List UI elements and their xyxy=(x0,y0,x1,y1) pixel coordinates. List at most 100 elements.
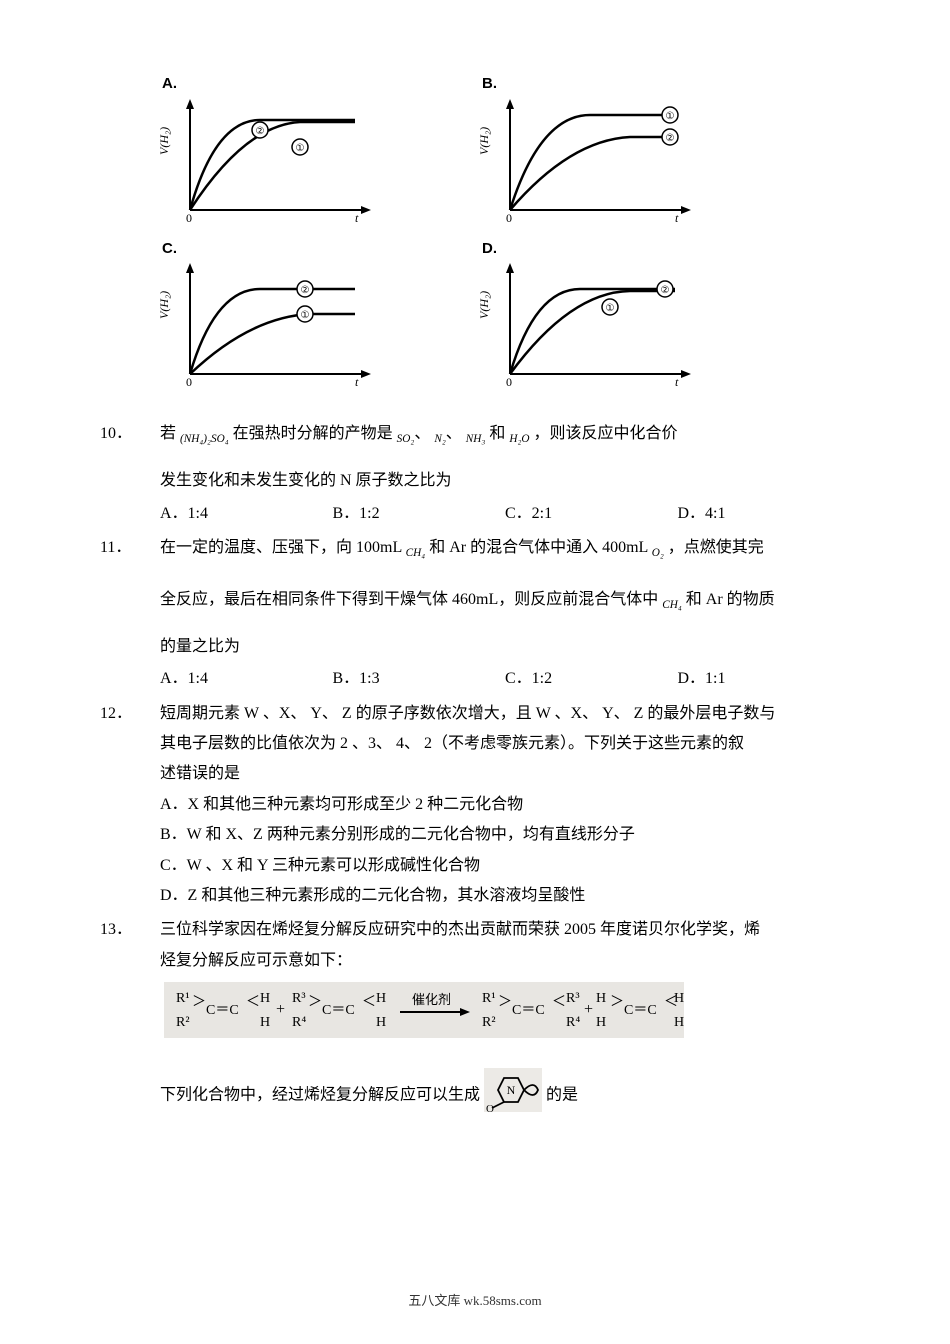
svg-text:＜: ＜ xyxy=(362,995,376,1010)
svg-text:＞: ＞ xyxy=(498,995,512,1010)
svg-text:0: 0 xyxy=(186,211,192,225)
chart-svg-C: V(H₂) 0 t ② ① xyxy=(160,259,380,389)
svg-text:H: H xyxy=(596,991,606,1006)
q11-num: 11． xyxy=(100,533,160,563)
chart-grid: A. V(H₂) 0 t ② ① B. V(H₂) 0 t xyxy=(160,70,760,389)
svg-text:②: ② xyxy=(256,126,265,137)
svg-text:R²: R² xyxy=(482,1015,496,1030)
svg-text:R³: R³ xyxy=(566,991,580,1006)
svg-text:H: H xyxy=(596,1015,606,1030)
q10-line2: 发生变化和未发生变化的 N 原子数之比为 xyxy=(160,466,850,496)
svg-text:R¹: R¹ xyxy=(482,991,496,1006)
chart-cell-C: C. V(H₂) 0 t ② ① xyxy=(160,235,440,390)
svg-text:C＝C: C＝C xyxy=(624,1003,657,1018)
q10-f4: NH₃ xyxy=(466,433,486,445)
q12-optA: A．X 和其他三种元素均可形成至少 2 种二元化合物 xyxy=(160,790,850,820)
q10-f5: H₂O xyxy=(509,433,529,445)
svg-text:N: N xyxy=(507,1083,516,1097)
q10-optD: D．4:1 xyxy=(678,499,851,529)
svg-text:①: ① xyxy=(301,310,310,321)
svg-text:C＝C: C＝C xyxy=(512,1003,545,1018)
svg-text:0: 0 xyxy=(506,211,512,225)
q11-t2: 和 Ar 的混合气体中通入 400mL xyxy=(429,539,648,556)
q11-line1: 在一定的温度、压强下，向 100mL CH₄ 和 Ar 的混合气体中通入 400… xyxy=(160,533,850,564)
svg-text:＜: ＜ xyxy=(552,995,566,1010)
svg-text:H: H xyxy=(376,991,386,1006)
q10-f2: SO₂ xyxy=(397,433,415,445)
q12-optC: C．W 、X 和 Y 三种元素可以形成碱性化合物 xyxy=(160,851,850,881)
svg-text:t: t xyxy=(675,375,679,389)
q10-optB: B．1:2 xyxy=(333,499,506,529)
product-structure-icon: N O xyxy=(484,1068,542,1123)
svg-text:V(H₂): V(H₂) xyxy=(160,291,171,319)
svg-text:R²: R² xyxy=(176,1015,190,1030)
chart-svg-D: V(H₂) 0 t ② ① xyxy=(480,259,700,389)
q11-f3: CH₄ xyxy=(662,599,682,611)
q12-num: 12． xyxy=(100,699,160,729)
q11-line2: 全反应，最后在相同条件下得到干燥气体 460mL，则反应前混合气体中 CH₄ 和… xyxy=(160,585,850,616)
svg-text:②: ② xyxy=(661,285,670,296)
svg-text:①: ① xyxy=(606,303,615,314)
svg-text:＞: ＞ xyxy=(610,995,624,1010)
svg-text:+: + xyxy=(276,1001,285,1018)
svg-text:H: H xyxy=(260,991,270,1006)
q10-optC: C．2:1 xyxy=(505,499,678,529)
q10-num: 10． xyxy=(100,419,160,449)
q13-line2: 烃复分解反应可示意如下： xyxy=(160,946,850,976)
q12-line3: 述错误的是 xyxy=(160,759,850,789)
svg-text:V(H₂): V(H₂) xyxy=(480,126,491,154)
chart-cell-A: A. V(H₂) 0 t ② ① xyxy=(160,70,440,225)
q11-l2b: 和 Ar 的物质 xyxy=(686,591,775,608)
q12-optD: D．Z 和其他三种元素形成的二元化合物，其水溶液均呈酸性 xyxy=(160,881,850,911)
q13-line1: 三位科学家因在烯烃复分解反应研究中的杰出贡献而荣获 2005 年度诺贝尔化学奖，… xyxy=(160,915,850,945)
q13-l3b: 的是 xyxy=(546,1086,578,1103)
q10-s2: 、 xyxy=(446,425,462,442)
q10-t3: ，则该反应中化合价 xyxy=(534,425,678,442)
q11-optB: B．1:3 xyxy=(333,664,506,694)
q12-optB: B．W 和 X、Z 两种元素分别形成的二元化合物中，均有直线形分子 xyxy=(160,820,850,850)
question-11: 11． 在一定的温度、压强下，向 100mL CH₄ 和 Ar 的混合气体中通入… xyxy=(100,533,850,695)
chart-cell-B: B. V(H₂) 0 t ① ② xyxy=(480,70,760,225)
chart-cell-D: D. V(H₂) 0 t ② ① xyxy=(480,235,760,390)
svg-text:V(H₂): V(H₂) xyxy=(480,291,491,319)
q10-t2: 在强热时分解的产物是 xyxy=(233,425,393,442)
svg-text:H: H xyxy=(674,991,684,1006)
page-footer: 五八文库 wk.58sms.com xyxy=(100,1289,850,1314)
q11-f1: CH₄ xyxy=(406,547,426,559)
chart-svg-A: V(H₂) 0 t ② ① xyxy=(160,95,380,225)
svg-text:R⁴: R⁴ xyxy=(292,1015,306,1030)
q13-num: 13． xyxy=(100,915,160,945)
q10-and: 和 xyxy=(489,425,505,442)
svg-text:②: ② xyxy=(301,285,310,296)
svg-text:＞: ＞ xyxy=(308,995,322,1010)
svg-text:①: ① xyxy=(296,143,305,154)
svg-text:t: t xyxy=(675,211,679,225)
q10-s1: 、 xyxy=(414,425,430,442)
catalyst-label: 催化剂 xyxy=(412,992,451,1007)
svg-text:②: ② xyxy=(666,133,675,144)
q12-line2: 其电子层数的比值依次为 2 、3、 4、 2（不考虑零族元素）。下列关于这些元素… xyxy=(160,729,850,759)
svg-text:t: t xyxy=(355,211,359,225)
q13-l3a: 下列化合物中，经过烯烃复分解反应可以生成 xyxy=(160,1086,480,1103)
q11-optC: C．1:2 xyxy=(505,664,678,694)
svg-text:＜: ＜ xyxy=(246,995,260,1010)
svg-text:V(H₂): V(H₂) xyxy=(160,126,171,154)
svg-text:H: H xyxy=(674,1015,684,1030)
svg-text:0: 0 xyxy=(506,375,512,389)
svg-text:＞: ＞ xyxy=(192,995,206,1010)
question-10: 10． 若 (NH₄)₂SO₄ 在强热时分解的产物是 SO₂、 N₂、 NH₃ … xyxy=(100,419,850,529)
svg-text:C＝C: C＝C xyxy=(206,1003,239,1018)
reaction-svg: R¹ R² ＞ C＝C ＜ H H + R³ R⁴ ＞ C＝C ＜ H H 催化… xyxy=(164,982,684,1038)
q11-optA: A．1:4 xyxy=(160,664,333,694)
q10-f1: (NH₄)₂SO₄ xyxy=(180,433,229,445)
svg-text:R⁴: R⁴ xyxy=(566,1015,580,1030)
svg-text:t: t xyxy=(355,375,359,389)
q11-f2: O₂ xyxy=(652,547,664,559)
q11-t3: ，点燃使其完 xyxy=(668,539,764,556)
svg-text:R¹: R¹ xyxy=(176,991,190,1006)
q11-opts: A．1:4 B．1:3 C．1:2 D．1:1 xyxy=(160,664,850,694)
svg-text:H: H xyxy=(376,1015,386,1030)
q10-line1: 若 (NH₄)₂SO₄ 在强热时分解的产物是 SO₂、 N₂、 NH₃ 和 H₂… xyxy=(160,419,850,450)
q11-l2a: 全反应，最后在相同条件下得到干燥气体 460mL，则反应前混合气体中 xyxy=(160,591,658,608)
q12-line1: 短周期元素 W 、X、 Y、 Z 的原子序数依次增大，且 W 、X、 Y、 Z … xyxy=(160,699,850,729)
